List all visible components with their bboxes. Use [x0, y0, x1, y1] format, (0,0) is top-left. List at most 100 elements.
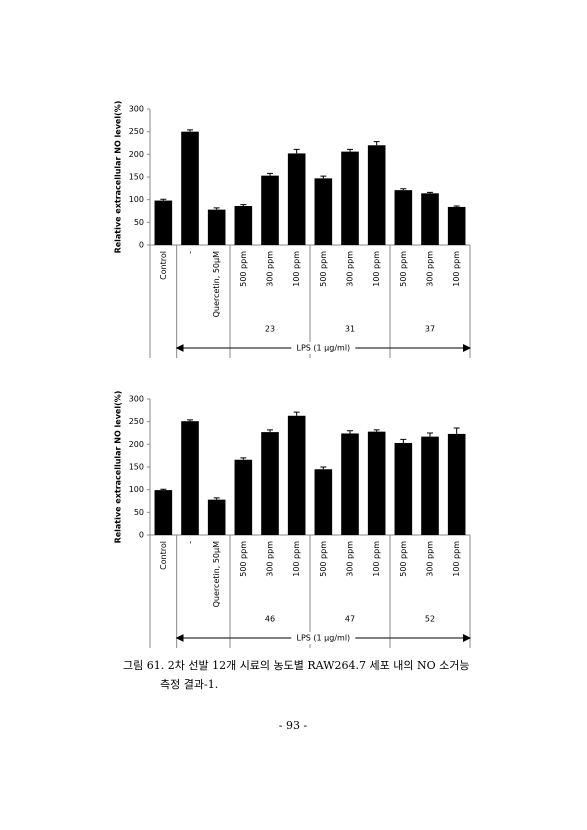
error-bar [453, 427, 460, 434]
group-label: 37 [425, 325, 435, 334]
bar [341, 433, 359, 535]
bar [207, 499, 226, 535]
y-tick-label: 250 [129, 127, 144, 136]
x-tick-label: 100 ppm [452, 541, 461, 577]
error-bar [320, 175, 327, 179]
error-bar [453, 205, 460, 207]
caption: 그림 61. 2차 선발 12개 시료의 농도별 RAW264.7 세포 내의 … [123, 659, 469, 672]
y-tick-label: 0 [139, 531, 144, 540]
bar [234, 206, 253, 245]
y-tick-label: 250 [129, 417, 144, 426]
x-tick-label: 300 ppm [346, 541, 355, 577]
x-tick-label: 100 ppm [372, 251, 381, 287]
y-axis-label: Relative extracellular NO level(%) [114, 391, 123, 544]
error-bar [427, 432, 433, 437]
x-tick-label: 300 ppm [426, 251, 435, 287]
bar [447, 433, 466, 535]
error-bar [347, 430, 353, 434]
bar [447, 206, 466, 245]
x-tick-label: - [186, 541, 195, 544]
error-bar [373, 429, 380, 432]
y-tick-label: 50 [134, 218, 144, 227]
error-bar [373, 141, 380, 146]
bar [261, 175, 279, 245]
annotation-bg [291, 342, 356, 354]
error-bar [400, 188, 407, 191]
x-tick-label: 100 ppm [452, 251, 461, 287]
x-tick-label: 500 ppm [239, 251, 248, 287]
y-axis-label: Relative extracellular NO level(%) [114, 101, 123, 254]
error-bar [293, 411, 300, 416]
bar [394, 190, 413, 245]
bar [207, 209, 226, 245]
bar [314, 469, 333, 535]
x-tick-label: - [186, 251, 195, 254]
y-tick-label: 200 [129, 150, 144, 159]
bar [421, 436, 439, 535]
caption: 측정 결과-1. [160, 678, 218, 691]
bar [367, 431, 386, 535]
y-tick-label: 100 [129, 485, 144, 494]
error-bar [240, 457, 247, 460]
bar [261, 432, 279, 535]
x-tick-label: 500 ppm [319, 251, 328, 287]
error-bar [320, 466, 327, 470]
y-tick-label: 200 [129, 440, 144, 449]
bar [181, 131, 199, 245]
y-tick-label: 150 [129, 463, 144, 472]
group-label: 23 [265, 325, 275, 334]
error-bar [160, 488, 167, 491]
x-tick-label: 500 ppm [399, 251, 408, 287]
x-tick-label: 300 ppm [266, 251, 275, 287]
bar [367, 145, 386, 245]
error-bar [187, 419, 193, 422]
group-label: 52 [425, 615, 435, 624]
x-tick-label: 300 ppm [346, 251, 355, 287]
group-label: 46 [265, 615, 275, 624]
bar [234, 459, 253, 535]
x-tick-label: 300 ppm [426, 541, 435, 577]
error-bar [160, 198, 167, 201]
x-tick-label: Quercetin, 50μM [212, 541, 221, 608]
x-tick-label: 100 ppm [292, 541, 301, 577]
group-label: 31 [345, 325, 355, 334]
error-bar [267, 172, 273, 176]
y-tick-label: 300 [129, 395, 144, 404]
error-bar [240, 204, 247, 207]
error-bar [267, 429, 273, 433]
bar [314, 178, 333, 245]
bar [181, 421, 199, 535]
x-tick-label: 100 ppm [372, 541, 381, 577]
bar [287, 153, 306, 245]
bar [154, 490, 173, 535]
y-tick-label: 150 [129, 173, 144, 182]
y-tick-label: 100 [129, 195, 144, 204]
annotation-bg [291, 632, 356, 644]
bar [287, 415, 306, 535]
error-bar [347, 148, 353, 152]
x-tick-label: 100 ppm [292, 251, 301, 287]
x-tick-label: Control [159, 251, 168, 280]
bar [154, 200, 173, 245]
error-bar [187, 129, 193, 132]
annotation: LPS (1 μg/ml) [297, 634, 351, 643]
x-tick-label: 500 ppm [239, 541, 248, 577]
annotation: LPS (1 μg/ml) [297, 344, 351, 353]
error-bar [427, 191, 433, 194]
x-tick-label: 300 ppm [266, 541, 275, 577]
error-bar [293, 148, 300, 154]
error-bar [400, 438, 407, 443]
bar [394, 442, 413, 535]
y-tick-label: 0 [139, 241, 144, 250]
page-number: - 93 - [279, 719, 308, 732]
error-bar [213, 497, 220, 500]
bar [341, 151, 359, 245]
x-tick-label: 500 ppm [319, 541, 328, 577]
y-tick-label: 300 [129, 105, 144, 114]
group-label: 47 [345, 615, 355, 624]
bar [421, 193, 439, 245]
y-tick-label: 50 [134, 508, 144, 517]
error-bar [213, 207, 220, 210]
x-tick-label: 500 ppm [399, 541, 408, 577]
